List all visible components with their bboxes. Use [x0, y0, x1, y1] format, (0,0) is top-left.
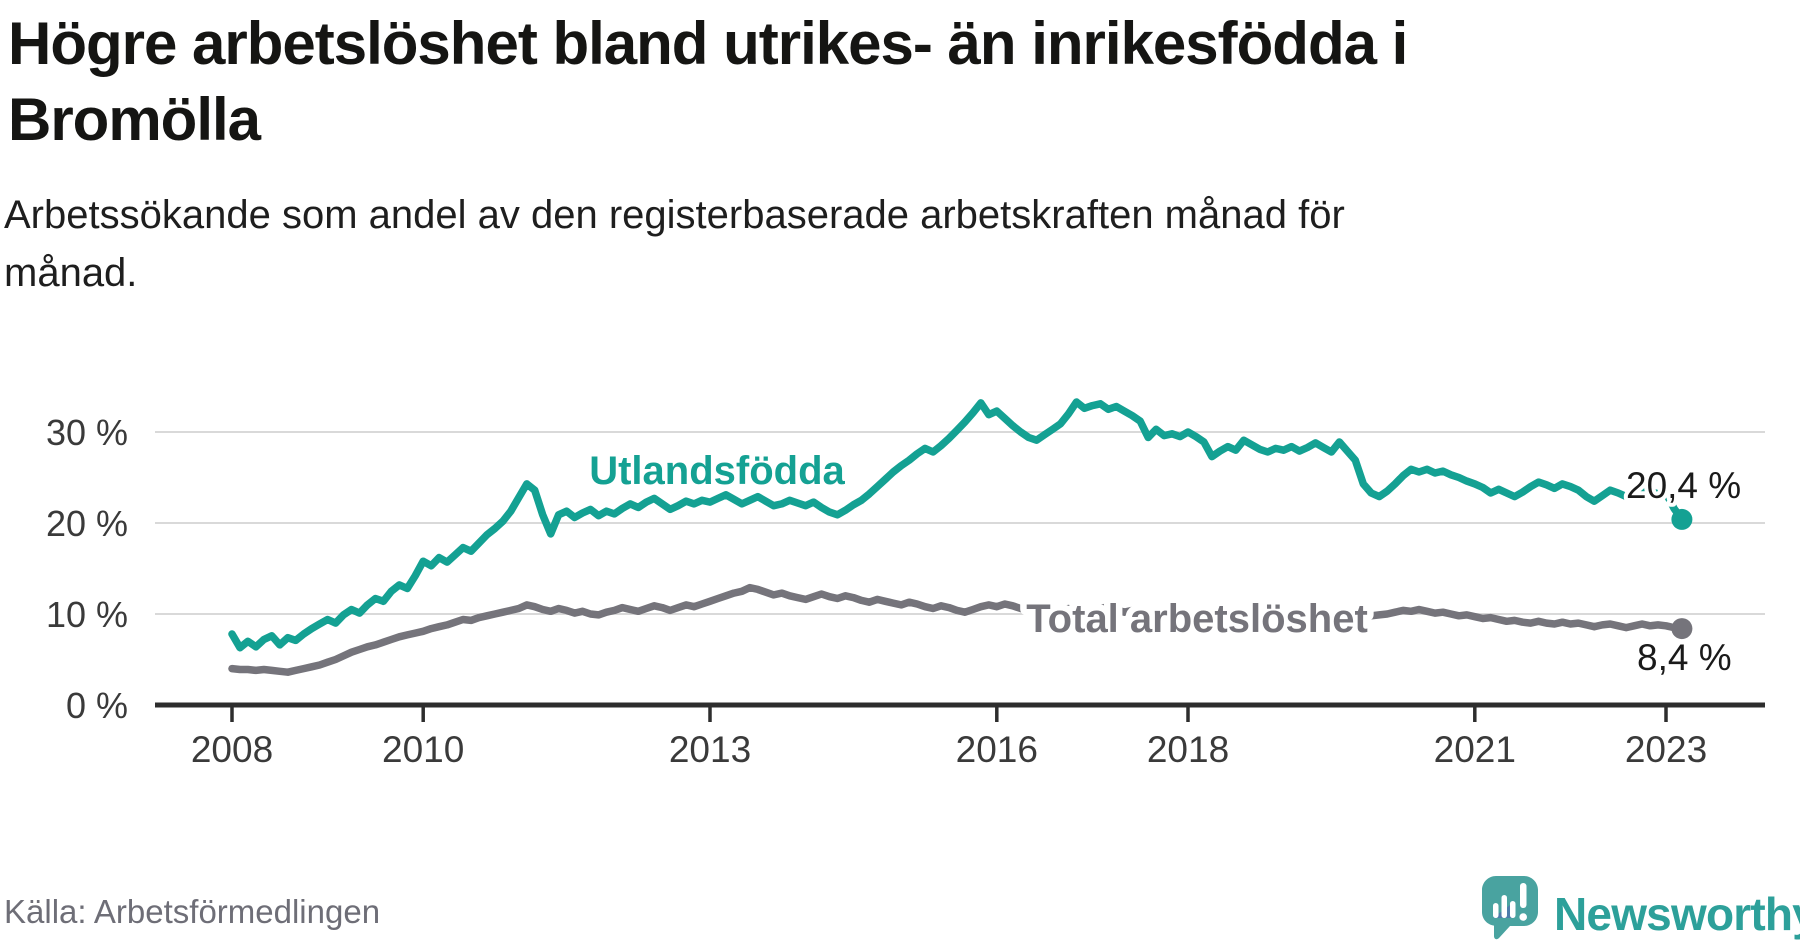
- y-tick-label-0: 0 %: [66, 685, 128, 726]
- logo-exclamation-dot: [1519, 913, 1527, 921]
- x-tick-label-2018: 2018: [1147, 729, 1229, 770]
- x-tick-label-2016: 2016: [956, 729, 1038, 770]
- y-tick-label-10: 10 %: [46, 594, 128, 635]
- logo-exclamation-bar: [1520, 883, 1527, 908]
- series-label-total-arbetsloshet: Total arbetslöshet: [1026, 597, 1368, 641]
- series-end-dot-utlandsfodda: [1671, 508, 1693, 530]
- page-subtitle-line-2: månad.: [4, 251, 138, 295]
- logo-bar-1: [1493, 903, 1499, 918]
- series-lines: [228, 398, 1686, 676]
- x-tick-label-2013: 2013: [669, 729, 751, 770]
- x-axis: [155, 702, 1765, 722]
- series-end-dots: [1671, 508, 1693, 640]
- annotation-utlandsfodda-end-value: 20,4 %: [1626, 465, 1741, 506]
- y-tick-label-20: 20 %: [46, 503, 128, 544]
- x-tick-label-2023: 2023: [1625, 729, 1707, 770]
- page-title-line-1: Högre arbetslöshet bland utrikes- än inr…: [8, 10, 1408, 77]
- series-end-dot-total-arbetsloshet: [1671, 618, 1693, 640]
- source-note: Källa: Arbetsförmedlingen: [4, 893, 381, 930]
- x-tick-label-2010: 2010: [382, 729, 464, 770]
- series-line-utlandsfodda: [228, 398, 1686, 652]
- page-subtitle-line-1: Arbetssökande som andel av den registerb…: [4, 193, 1345, 237]
- page-title-line-2: Bromölla: [8, 86, 261, 153]
- logo-bar-3: [1510, 901, 1516, 918]
- tick-labels: 0 % 10 % 20 % 30 % 2008 2010 2013 2016 2018 2021 2…: [46, 412, 1707, 770]
- x-tick-label-2021: 2021: [1434, 729, 1516, 770]
- annotation-total-end-value: 8,4 %: [1637, 637, 1732, 678]
- brand-wordmark: Newsworthy: [1554, 888, 1800, 940]
- logo-bar-2: [1501, 895, 1507, 918]
- newsworthy-logo: Newsworthy: [1482, 876, 1800, 940]
- y-tick-label-30: 30 %: [46, 412, 128, 453]
- end-value-annotations: 20,4 % 8,4 %: [1622, 461, 1745, 682]
- series-labels: Utlandsfödda Total arbetslöshet: [583, 443, 1375, 648]
- x-tick-label-2008: 2008: [191, 729, 273, 770]
- page-title: Högre arbetslöshet bland utrikes- än inr…: [8, 6, 1408, 158]
- newsworthy-logo-icon: [1482, 876, 1538, 940]
- series-label-utlandsfodda: Utlandsfödda: [589, 449, 845, 493]
- page-subtitle: Arbetssökande som andel av den registerb…: [4, 186, 1345, 302]
- series-line-total-arbetsloshet: [228, 583, 1686, 676]
